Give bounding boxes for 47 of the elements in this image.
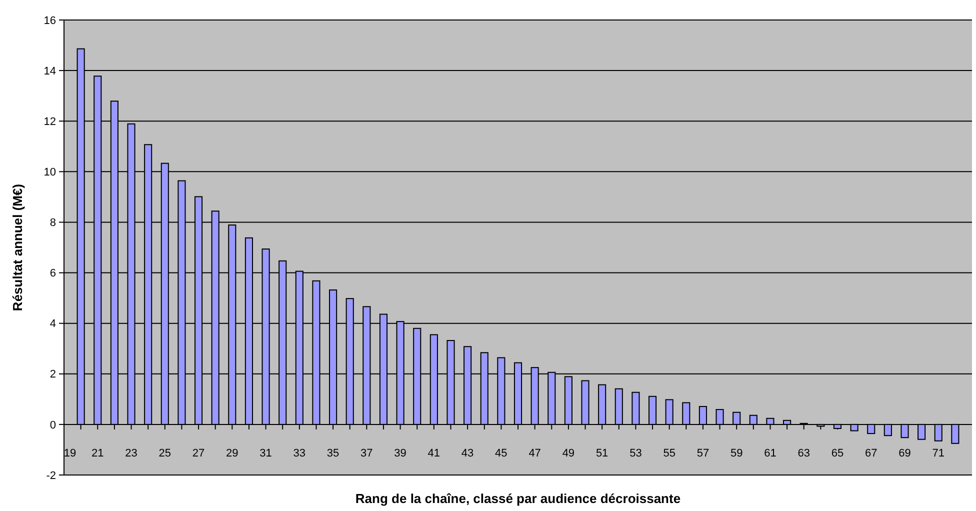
x-tick-label: 45: [495, 447, 508, 460]
x-tick-label: 67: [864, 447, 878, 460]
bar: [867, 424, 876, 434]
x-tick-label: 43: [461, 447, 474, 460]
bar: [884, 424, 892, 436]
x-tick-label: 33: [293, 447, 306, 460]
y-tick-label: 2: [50, 368, 56, 381]
y-axis-title: Résultat annuel (M€): [10, 184, 25, 312]
x-tick-label: 71: [932, 447, 944, 460]
x-tick-label: 25: [158, 447, 172, 460]
y-tick-label: 12: [44, 116, 56, 128]
x-tick-label: 37: [360, 447, 373, 460]
y-tick-label: 0: [50, 419, 56, 432]
x-tick-label: 47: [528, 447, 541, 460]
bar: [934, 424, 942, 442]
x-axis-title: Rang de la chaîne, classé par audience décroissante: [355, 491, 681, 506]
x-tick-label: 55: [663, 447, 676, 460]
x-tick-label: 39: [394, 447, 406, 460]
x-tick-label: 29: [226, 447, 238, 460]
x-tick-label: 65: [831, 447, 844, 460]
y-tick-label: -2: [46, 470, 56, 482]
x-tick-label: 63: [798, 447, 810, 460]
x-tick-label: 31: [260, 447, 272, 460]
bar: [900, 424, 909, 438]
x-tick-label: 61: [764, 447, 776, 460]
bar: [918, 424, 926, 440]
x-tick-label: 19: [64, 447, 76, 460]
bar: [850, 424, 858, 432]
x-tick-label: 57: [696, 447, 710, 460]
x-tick-label: 49: [562, 447, 575, 460]
x-tick-label: 35: [326, 447, 340, 460]
y-tick-label: 8: [50, 217, 56, 230]
y-tick-label: 10: [44, 166, 56, 179]
x-tick-label: 27: [192, 447, 205, 460]
x-tick-label: 69: [898, 447, 911, 460]
y-tick-label: 16: [44, 14, 56, 27]
x-tick-label: 21: [92, 447, 104, 460]
x-tick-label: 41: [428, 447, 440, 460]
bar: [951, 424, 960, 444]
x-tick-label: 51: [596, 447, 608, 460]
x-tick-label: 59: [730, 447, 743, 460]
y-tick-label: 6: [50, 268, 56, 280]
bar: [833, 424, 842, 429]
y-tick-label: 14: [44, 65, 56, 78]
y-tick-label: 4: [50, 318, 56, 330]
x-tick-label: 23: [125, 447, 138, 460]
x-tick-label: 53: [630, 447, 642, 460]
